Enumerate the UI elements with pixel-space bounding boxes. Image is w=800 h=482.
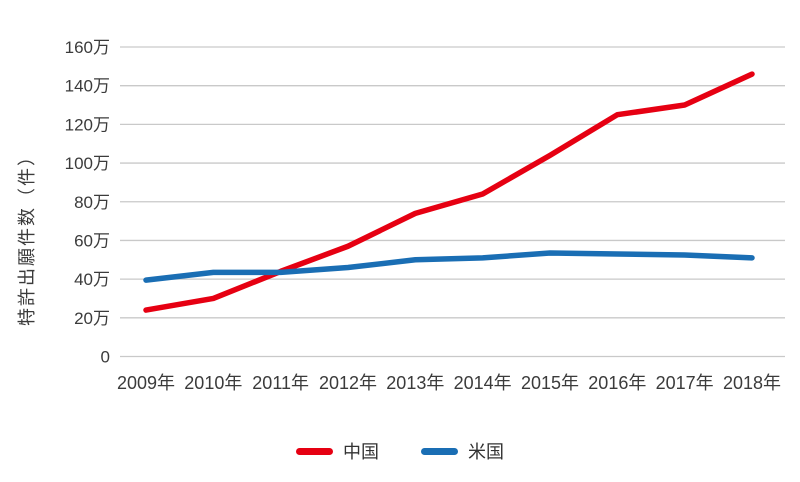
legend-item-china: 中国 — [296, 438, 379, 464]
y-tick-label: 140万 — [65, 77, 110, 96]
usa-series-swatch — [421, 447, 458, 455]
y-tick-label: 0 — [101, 348, 110, 367]
x-axis-label: 2017年 — [656, 373, 714, 393]
x-axis-label: 2010年 — [184, 373, 242, 393]
x-axis-label: 2009年 — [117, 373, 175, 393]
legend-label-usa: 米国 — [468, 442, 504, 462]
y-tick-label: 80万 — [74, 193, 110, 212]
legend-item-usa: 米国 — [421, 438, 504, 464]
x-axis-label: 2012年 — [319, 373, 377, 393]
plot-area: 0 20万 40万 60万 80万 100万 120万 140万 160万 2009年 2010年 2… — [65, 38, 785, 393]
y-tick-label: 40万 — [74, 270, 110, 289]
y-tick-label: 100万 — [65, 154, 110, 173]
x-axis-label: 2013年 — [386, 373, 444, 393]
x-axis-label: 2016年 — [588, 373, 646, 393]
x-axis-label: 2015年 — [521, 373, 579, 393]
legend-label-china: 中国 — [343, 442, 379, 462]
x-axis-label: 2011年 — [252, 373, 309, 393]
y-tick-label: 60万 — [74, 231, 110, 250]
y-tick-label: 120万 — [65, 115, 110, 134]
y-tick-label: 160万 — [65, 38, 110, 57]
china-series-line — [143, 71, 755, 313]
usa-series-line — [143, 250, 755, 283]
y-tick-label: 20万 — [74, 309, 110, 328]
x-axis-label: 2014年 — [454, 373, 512, 393]
x-axis-label: 2018年 — [723, 373, 781, 393]
legend: 中国 米国 — [0, 438, 800, 464]
china-series-swatch — [296, 447, 333, 455]
